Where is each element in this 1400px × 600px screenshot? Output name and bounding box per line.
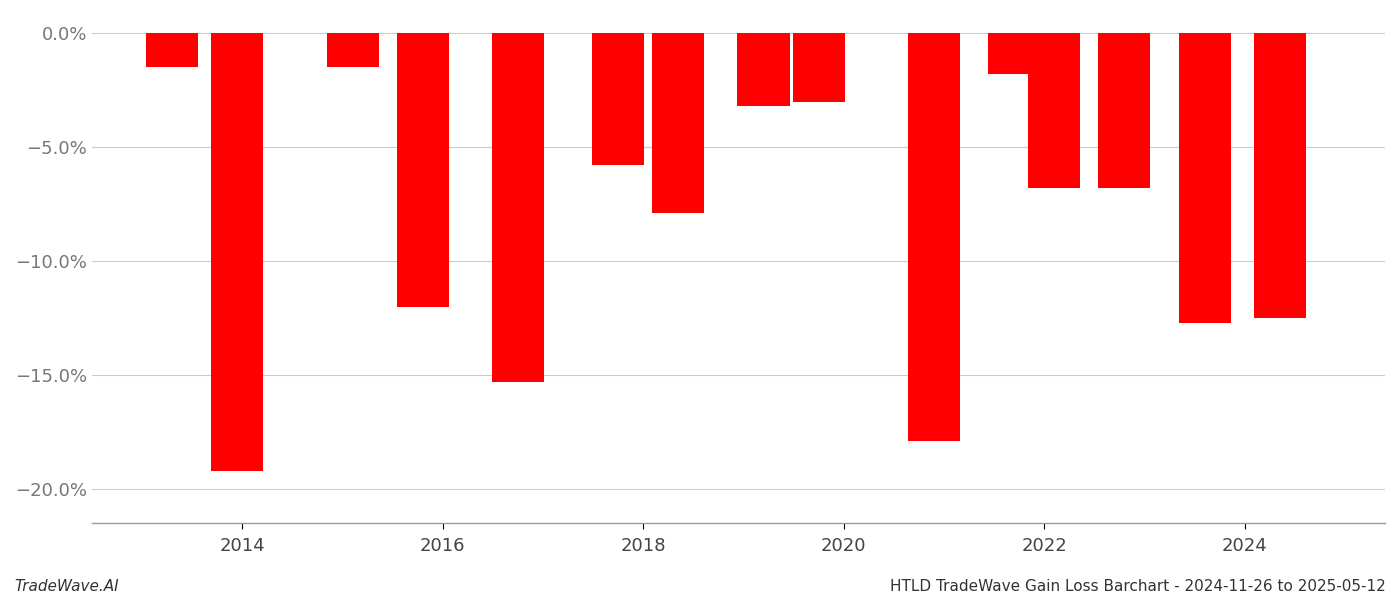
Bar xyxy=(146,33,199,67)
Bar xyxy=(1028,33,1081,188)
Text: TradeWave.AI: TradeWave.AI xyxy=(14,579,119,594)
Bar xyxy=(652,33,704,213)
Bar xyxy=(211,33,263,471)
Bar xyxy=(1099,33,1151,188)
Bar xyxy=(1253,33,1306,318)
Bar xyxy=(1179,33,1231,323)
Bar xyxy=(988,33,1040,74)
Text: HTLD TradeWave Gain Loss Barchart - 2024-11-26 to 2025-05-12: HTLD TradeWave Gain Loss Barchart - 2024… xyxy=(890,579,1386,594)
Bar xyxy=(491,33,545,382)
Bar xyxy=(907,33,960,441)
Bar xyxy=(792,33,844,101)
Bar xyxy=(592,33,644,166)
Bar xyxy=(326,33,378,67)
Bar xyxy=(396,33,449,307)
Bar xyxy=(738,33,790,106)
